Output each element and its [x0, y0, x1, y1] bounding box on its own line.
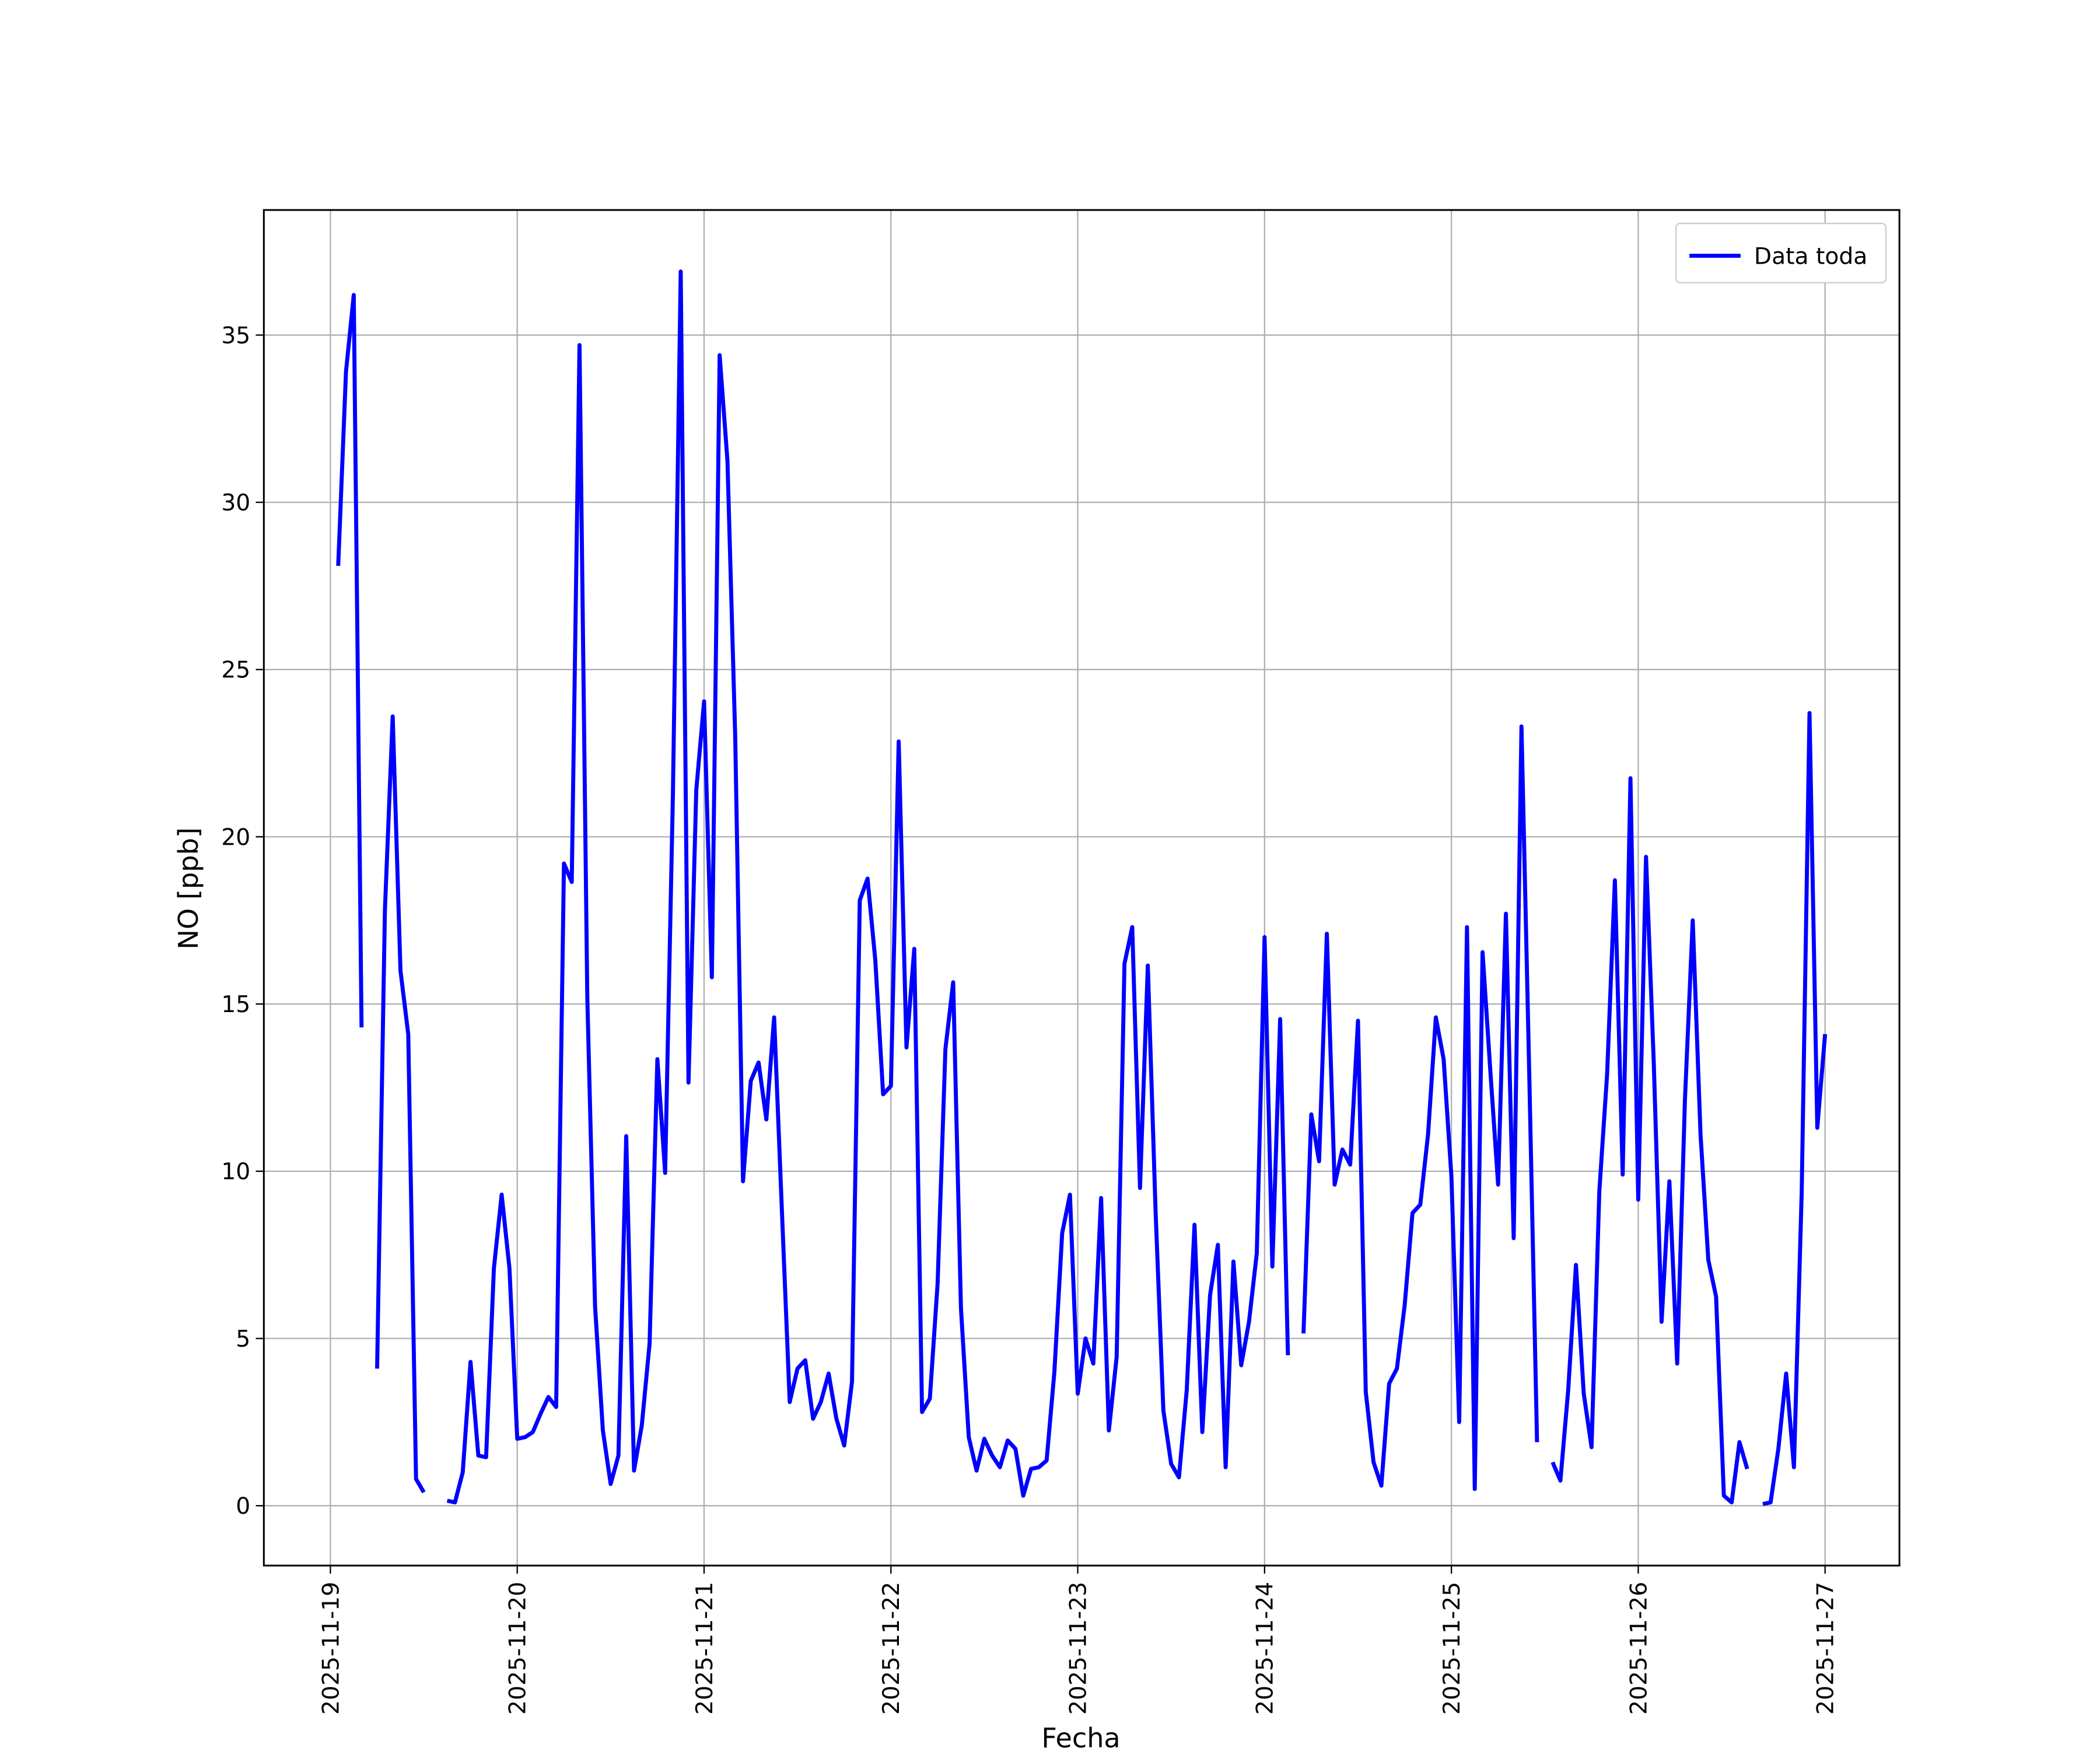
x-tick-label: 2025-11-21 [692, 1582, 718, 1715]
y-tick-label: 35 [221, 323, 250, 349]
legend-box [1675, 222, 1887, 284]
legend: Data toda [1675, 222, 1887, 284]
y-tick-label: 10 [221, 1159, 250, 1185]
y-tick-label: 0 [236, 1493, 250, 1520]
x-tick-label: 2025-11-26 [1626, 1582, 1652, 1715]
y-tick-label: 25 [221, 657, 250, 684]
y-tick-label: 15 [221, 992, 250, 1018]
x-tick-label: 2025-11-24 [1252, 1582, 1279, 1715]
x-tick-label: 2025-11-20 [505, 1582, 531, 1715]
y-tick-label: 30 [221, 490, 250, 516]
legend-label: Data toda [1754, 243, 1867, 270]
x-tick-label: 2025-11-22 [878, 1582, 905, 1715]
data-line [336, 270, 1828, 1506]
x-tick-label: 2025-11-23 [1065, 1582, 1091, 1715]
y-tick-label: 5 [236, 1326, 250, 1352]
x-axis-label: Fecha [1041, 1722, 1120, 1750]
y-axis-label: NO [ppb] [173, 827, 204, 949]
x-tick-label: 2025-11-27 [1813, 1582, 1839, 1715]
plot-frame [262, 209, 1901, 1567]
y-tick-label: 20 [221, 824, 250, 850]
x-tick-label: 2025-11-25 [1439, 1582, 1465, 1715]
x-tick-label: 2025-11-19 [318, 1582, 344, 1715]
